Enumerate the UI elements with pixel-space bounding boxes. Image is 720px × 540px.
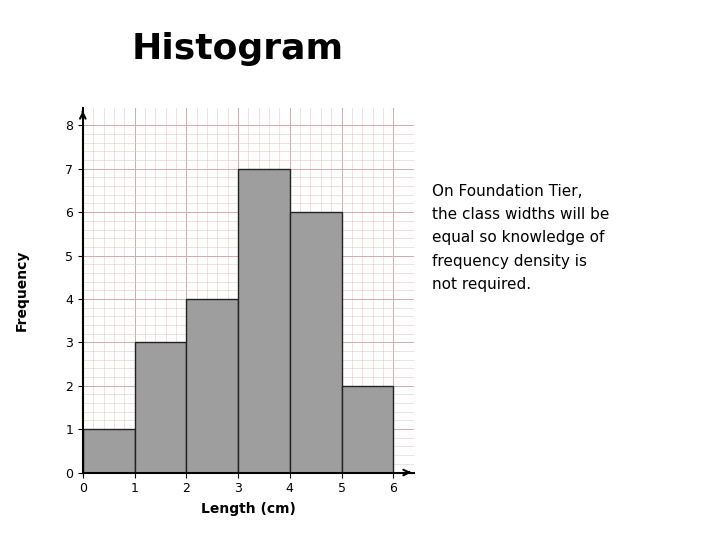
- X-axis label: Length (cm): Length (cm): [201, 502, 296, 516]
- Bar: [341, 386, 393, 472]
- Bar: [186, 299, 238, 472]
- Text: Histogram: Histogram: [132, 32, 344, 66]
- Bar: [135, 342, 186, 472]
- Text: On Foundation Tier,
the class widths will be
equal so knowledge of
frequency den: On Foundation Tier, the class widths wil…: [432, 184, 609, 292]
- Text: REVISION: REVISION: [520, 33, 684, 62]
- Text: Frequency: Frequency: [14, 249, 29, 331]
- Bar: [289, 212, 341, 472]
- Bar: [238, 168, 289, 472]
- Bar: [83, 429, 135, 472]
